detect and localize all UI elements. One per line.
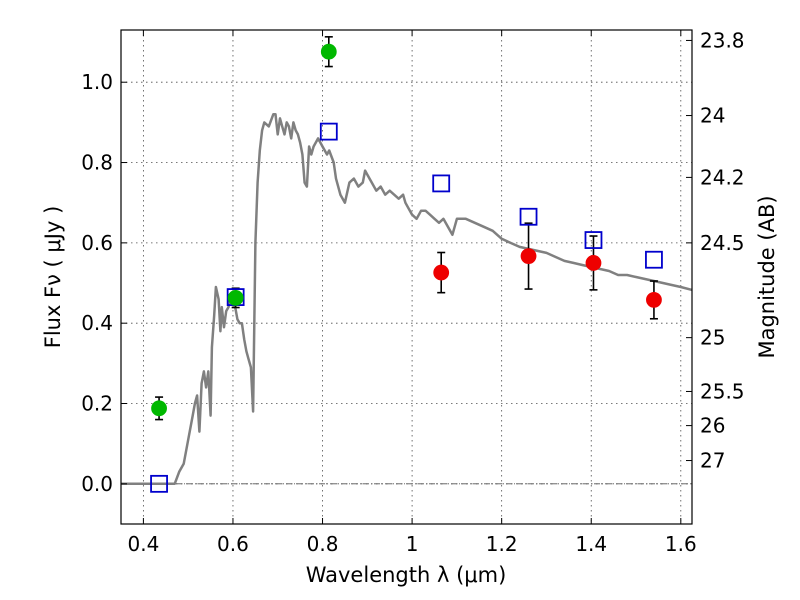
model-photometry-square xyxy=(584,231,603,249)
y2-tick-label: 26 xyxy=(700,414,725,438)
model-photometry-square xyxy=(432,174,451,193)
infrared-detection-point xyxy=(585,255,602,271)
y-tick-label: 1.0 xyxy=(81,70,113,94)
error-bars xyxy=(155,36,658,421)
y2-axis-label: Magnitude (AB) xyxy=(755,195,779,358)
model-photometry-square xyxy=(519,207,538,226)
model-spectrum xyxy=(121,113,693,486)
infrared-detection-point xyxy=(646,291,662,308)
plot-frame xyxy=(120,29,693,525)
y2-tick-label: 24.2 xyxy=(700,165,745,189)
x-tick-label: 0.4 xyxy=(127,532,159,556)
y2-tick-label: 25.5 xyxy=(700,379,745,403)
y2-tick-label: 23.8 xyxy=(700,28,745,52)
y-tick-label: 0.2 xyxy=(81,392,113,416)
y2-tick-label: 24.5 xyxy=(700,231,745,255)
y-tick-label: 0.4 xyxy=(81,311,113,335)
model-photometry-square xyxy=(150,474,168,493)
x-tick-label: 0.8 xyxy=(307,532,339,556)
optical-detection-point xyxy=(151,400,167,417)
y-axis-label: Flux Fν ( μJy ) xyxy=(41,206,65,349)
y2-tick-label: 24 xyxy=(700,104,725,128)
grid-lines xyxy=(121,30,692,524)
infrared-detection-point xyxy=(433,264,450,281)
x-tick-label: 1 xyxy=(406,532,419,556)
model-photometry-square xyxy=(319,122,338,141)
tick-labels: 0.4 0.6 0.8 1 1.2 1.4 1.6 0.0 0.2 0.4 0.6 0.8 1.0 23.… xyxy=(81,28,744,556)
x-tick-label: 1.6 xyxy=(665,532,697,556)
model-photometry-square xyxy=(645,250,663,269)
x-tick-label: 1.2 xyxy=(486,532,518,556)
y2-tick-label: 27 xyxy=(700,449,725,473)
y-tick-label: 0.8 xyxy=(81,151,113,175)
x-axis-label: Wavelength λ (μm) xyxy=(306,563,507,587)
optical-detection-point xyxy=(227,289,244,306)
y-tick-label: 0.0 xyxy=(81,472,113,496)
x-tick-label: 1.4 xyxy=(575,532,607,556)
spectrum-line xyxy=(121,113,693,486)
optical-detection-point xyxy=(320,43,337,60)
axis-ticks xyxy=(121,30,692,524)
y-tick-label: 0.6 xyxy=(81,231,113,255)
photometry-markers xyxy=(150,43,663,493)
x-tick-label: 0.6 xyxy=(217,532,249,556)
y2-tick-label: 25 xyxy=(700,326,725,350)
infrared-detection-point xyxy=(520,248,537,265)
